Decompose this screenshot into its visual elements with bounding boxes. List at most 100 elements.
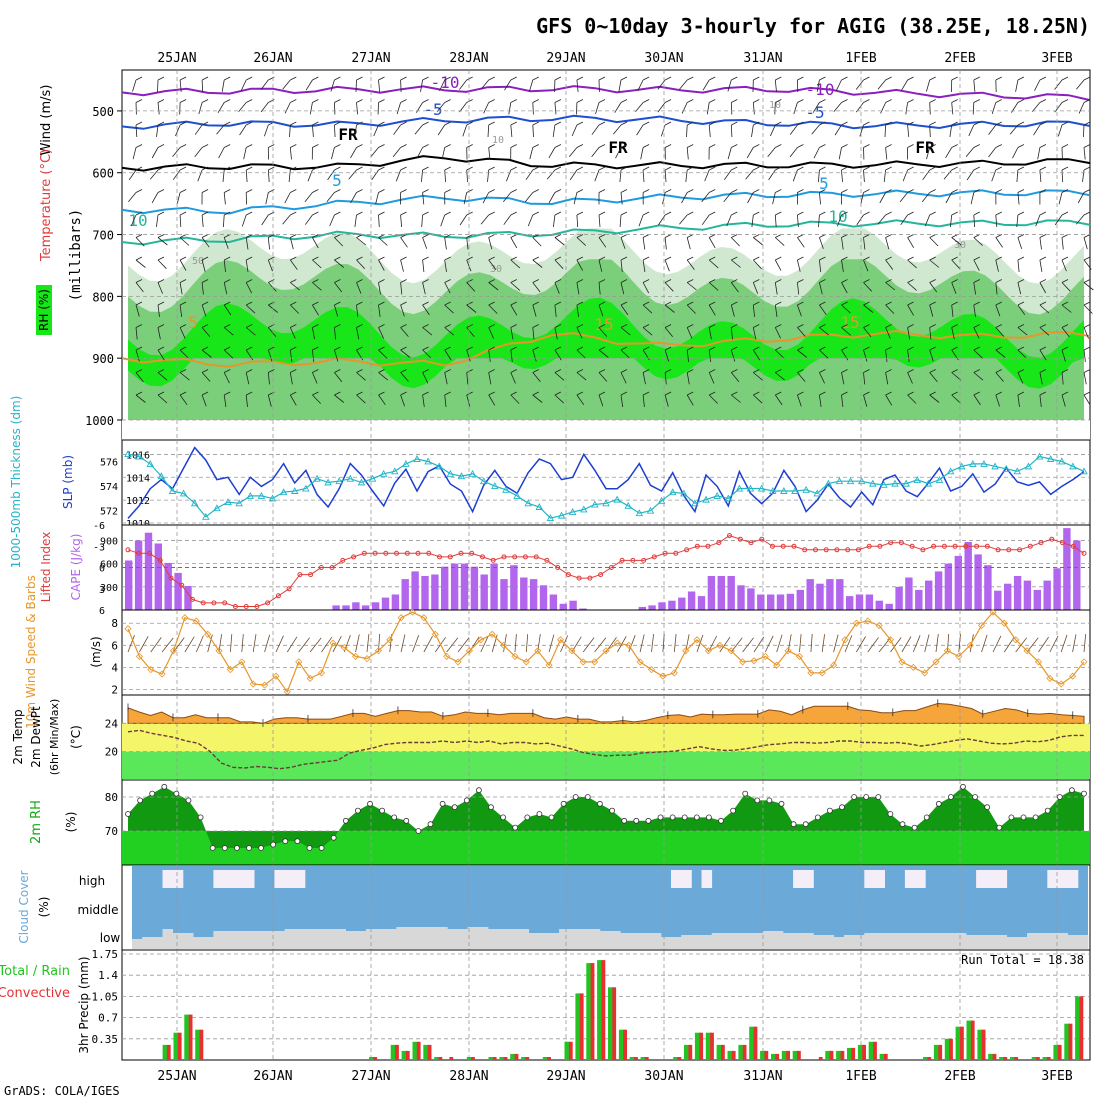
precip-conv-bar <box>427 1044 432 1060</box>
wind-barb <box>618 79 622 92</box>
wind-barb <box>1017 372 1024 384</box>
wind-barb-flag <box>1017 166 1025 171</box>
cape-bar <box>529 579 538 610</box>
wind10-point <box>500 641 508 649</box>
wind-barb-flag <box>312 166 319 171</box>
wind-barb <box>400 79 402 93</box>
precip-total-bar <box>369 1057 375 1060</box>
wind-barb-flag <box>841 76 848 81</box>
wind-barb-flag <box>753 391 760 396</box>
wind-barb <box>681 102 688 114</box>
wind-barb-flag <box>290 279 297 283</box>
thickness-point <box>935 475 944 483</box>
wind-barb <box>686 304 696 314</box>
li-point <box>651 554 657 560</box>
wind-barb <box>929 349 934 362</box>
wind-barb <box>1061 259 1067 272</box>
wind-barb-flag <box>929 166 936 171</box>
wind-barb-flag <box>598 144 606 148</box>
wind-barb <box>767 147 776 158</box>
cloud-low-cover <box>610 931 621 949</box>
precip-tick-label: 1.4 <box>98 969 118 982</box>
li-point <box>480 554 485 560</box>
wind10-point <box>989 608 997 616</box>
wind-barb-flag <box>907 301 914 306</box>
precip-total-bar <box>1064 1023 1071 1060</box>
wind-barb <box>288 169 291 182</box>
wind10-point <box>192 617 200 625</box>
wind10-point <box>602 647 610 655</box>
precip-conv-bar <box>721 1044 725 1060</box>
wind-barb-flag <box>400 211 407 216</box>
wind-barb-flag <box>1083 256 1091 261</box>
precip-conv-bar <box>710 1032 714 1060</box>
wind-barb-flag <box>378 144 385 148</box>
wind-barb-flag <box>797 301 804 306</box>
wind-barb-flag <box>731 391 738 396</box>
wind-barb <box>598 237 607 248</box>
wind-barb <box>929 237 939 247</box>
wind-barb-flag <box>400 76 407 81</box>
precip-conv-bar <box>634 1057 638 1060</box>
precip-conv-bar <box>405 1050 410 1060</box>
wind-barb-flag <box>951 256 958 261</box>
wind-barb <box>201 237 210 248</box>
cloud-low-cover <box>620 933 631 949</box>
cloud-high-gap <box>243 870 255 888</box>
wind-barb <box>686 327 693 339</box>
wind-barb-flag <box>510 144 517 148</box>
wind-barb-flag <box>224 211 231 216</box>
rh2m-point <box>161 783 168 790</box>
li-point <box>791 543 797 549</box>
wind-barb-flag <box>488 346 495 351</box>
wind-barb <box>731 237 740 247</box>
wind10-point <box>135 652 143 660</box>
wind-barb <box>334 102 336 115</box>
wind-barb <box>664 349 670 362</box>
thickness-point <box>168 487 177 494</box>
wind-barb-flag <box>973 144 980 148</box>
wind-barb-flag <box>224 301 231 306</box>
wind-barb <box>238 102 247 112</box>
wind10-point <box>1034 658 1043 666</box>
li-point <box>898 540 904 546</box>
wind10-point <box>841 636 849 644</box>
li-point <box>512 554 518 560</box>
wind-barb <box>907 282 917 291</box>
thickness-point <box>1046 455 1055 462</box>
wind-barb <box>334 237 344 247</box>
wind10-barb <box>139 636 149 653</box>
rh2m-point <box>209 845 216 851</box>
wind-barb-flag <box>1061 369 1069 373</box>
li-point <box>813 547 818 553</box>
wind-barb-flag <box>1083 144 1091 148</box>
wind-barb-flag <box>532 121 539 126</box>
wind10-barb <box>662 633 665 653</box>
precip-conv-bar <box>829 1050 834 1060</box>
wind-barb <box>1061 327 1070 338</box>
wind-barb <box>312 237 319 249</box>
precip-total-bar <box>542 1057 549 1060</box>
wind-barb <box>554 327 558 340</box>
wind-barb <box>483 102 490 114</box>
wind-barb <box>686 282 697 291</box>
wind-barb <box>576 237 587 246</box>
wind-barb <box>965 147 975 158</box>
wind-barb-flag <box>268 144 275 148</box>
wind-barb <box>462 124 468 137</box>
wind10-barb <box>1060 634 1068 653</box>
wind-barb-flag <box>334 166 341 171</box>
wind-barb-flag <box>532 324 539 328</box>
contour-label: 5 <box>819 174 829 193</box>
rh2m-point <box>766 797 773 804</box>
wind-barb <box>902 169 908 182</box>
wind-barb-flag <box>642 391 650 396</box>
wind-barb-flag <box>422 324 429 328</box>
wind-barb <box>681 192 688 204</box>
wind-barb-flag <box>731 234 738 238</box>
cloud-high-gap <box>701 870 713 888</box>
wind-barb <box>356 102 358 115</box>
wind-barb-flag <box>466 234 473 238</box>
wind-barb <box>929 102 931 115</box>
wind-barb <box>642 169 645 183</box>
